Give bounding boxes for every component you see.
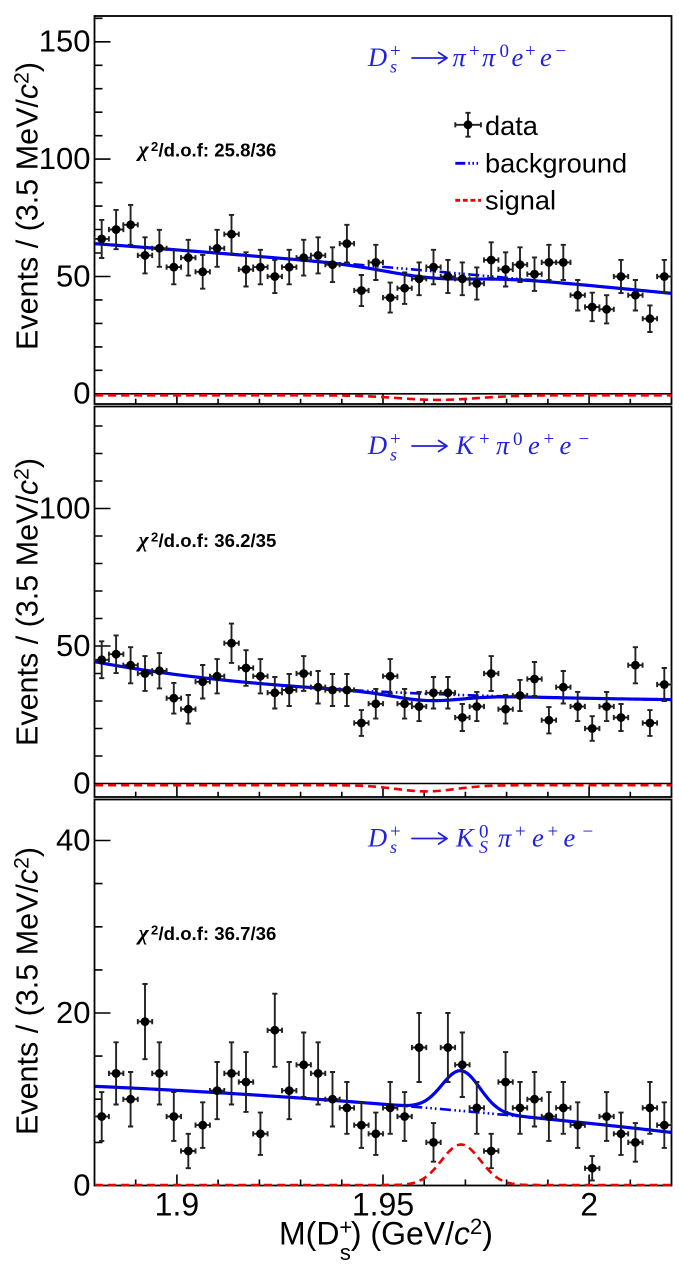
svg-text:100: 100: [39, 141, 91, 176]
svg-text:2: 2: [151, 923, 158, 938]
svg-text:D: D: [367, 42, 387, 72]
svg-text:e: e: [540, 42, 552, 72]
svg-text:0: 0: [73, 1167, 90, 1202]
svg-text:−: −: [579, 429, 590, 450]
svg-text:2: 2: [580, 1186, 598, 1222]
svg-text:e: e: [512, 42, 524, 72]
svg-text:K: K: [455, 430, 475, 460]
svg-text:−: −: [583, 822, 594, 843]
svg-text:40: 40: [56, 822, 90, 857]
svg-text:s: s: [390, 837, 397, 857]
svg-text:1.95: 1.95: [352, 1186, 414, 1222]
svg-text:+: +: [390, 41, 401, 62]
svg-text:100: 100: [39, 490, 91, 525]
svg-text:S: S: [479, 837, 488, 857]
svg-text:data: data: [485, 110, 539, 141]
svg-text:π: π: [482, 42, 496, 72]
svg-text:2: 2: [151, 139, 158, 154]
svg-text:/d.o.f: 36.2/35: /d.o.f: 36.2/35: [159, 530, 277, 551]
svg-text:+: +: [544, 429, 555, 450]
svg-text:+: +: [525, 41, 536, 62]
svg-text:χ: χ: [136, 527, 150, 552]
svg-text:0: 0: [500, 41, 510, 62]
svg-text:e: e: [532, 823, 544, 853]
svg-text:π: π: [498, 823, 512, 853]
svg-text:/d.o.f: 36.7/36: /d.o.f: 36.7/36: [159, 923, 277, 944]
svg-text:background: background: [485, 147, 627, 178]
svg-text:χ: χ: [136, 920, 150, 945]
svg-text:e: e: [528, 430, 540, 460]
svg-text:1.9: 1.9: [155, 1186, 199, 1222]
svg-text:/d.o.f: 25.8/36: /d.o.f: 25.8/36: [159, 140, 277, 161]
svg-text:Events / (3.5 MeV/c2): Events / (3.5 MeV/c2): [11, 458, 45, 746]
svg-text:+: +: [479, 429, 490, 450]
svg-text:+: +: [548, 822, 559, 843]
svg-text:0: 0: [479, 822, 489, 843]
svg-text:χ: χ: [136, 137, 150, 162]
svg-text:e: e: [560, 430, 572, 460]
svg-text:D: D: [367, 823, 387, 853]
svg-text:s: s: [390, 57, 397, 77]
svg-text:K: K: [455, 823, 475, 853]
svg-text:0: 0: [513, 429, 523, 450]
svg-text:signal: signal: [485, 185, 556, 216]
svg-text:π: π: [453, 42, 467, 72]
svg-text:D: D: [367, 430, 387, 460]
svg-text:−: −: [556, 41, 567, 62]
svg-text:0: 0: [73, 376, 90, 411]
svg-text:Events / (3.5 MeV/c2): Events / (3.5 MeV/c2): [11, 847, 45, 1135]
svg-text:Events / (3.5 MeV/c2): Events / (3.5 MeV/c2): [11, 62, 45, 350]
svg-text:π: π: [496, 430, 510, 460]
svg-text:+: +: [390, 822, 401, 843]
svg-text:+: +: [515, 822, 526, 843]
svg-text:e: e: [564, 823, 576, 853]
svg-text:+: +: [390, 429, 401, 450]
svg-text:0: 0: [73, 765, 90, 800]
svg-text:+: +: [469, 41, 480, 62]
svg-text:50: 50: [56, 258, 90, 293]
svg-text:s: s: [390, 445, 397, 465]
svg-text:2: 2: [151, 530, 158, 545]
svg-text:20: 20: [56, 995, 90, 1030]
svg-text:50: 50: [56, 628, 90, 663]
svg-text:150: 150: [39, 24, 91, 59]
